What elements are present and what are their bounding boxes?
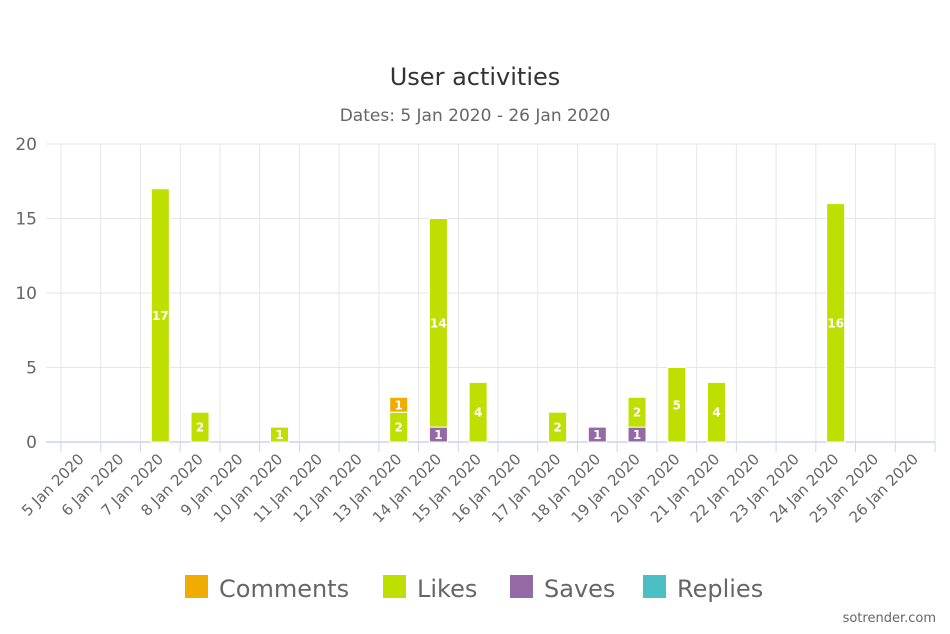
bar-comments (389, 396, 409, 413)
data-label: 1 (395, 398, 403, 412)
data-label: 1 (633, 428, 641, 442)
data-label: 16 (827, 316, 844, 330)
data-label: 4 (712, 406, 720, 420)
bar-saves (587, 426, 607, 443)
data-label: 1 (434, 428, 442, 442)
bar-likes (150, 188, 170, 443)
legend-item-replies[interactable]: Replies (643, 575, 763, 603)
legend-item-comments[interactable]: Comments (185, 575, 349, 603)
legend-label: Replies (677, 575, 763, 603)
bar-likes (548, 411, 568, 443)
legend-label: Saves (544, 575, 615, 603)
y-tick-label: 0 (26, 433, 37, 453)
y-tick-label: 5 (26, 359, 37, 379)
bar-likes (707, 381, 726, 443)
data-label: 1 (593, 428, 601, 442)
y-tick-label: 20 (15, 135, 37, 155)
bar-likes (468, 381, 488, 443)
legend-label: Likes (417, 575, 477, 603)
legend-swatch (510, 575, 533, 598)
legend-label: Comments (219, 575, 349, 603)
y-tick-label: 15 (15, 210, 37, 230)
data-label: 2 (633, 406, 641, 420)
data-label: 4 (474, 406, 482, 420)
legend-swatch (643, 575, 666, 598)
data-label: 2 (196, 421, 204, 435)
bar-likes (270, 426, 289, 443)
legend-swatch (185, 575, 208, 598)
bar-likes (826, 203, 846, 443)
chart-title: User activities (390, 63, 561, 91)
bar-likes (428, 218, 448, 428)
bar-likes (667, 367, 687, 443)
bar-likes (627, 396, 647, 428)
data-label: 1 (275, 428, 283, 442)
legend-item-saves[interactable]: Saves (510, 575, 615, 603)
legend-item-likes[interactable]: Likes (383, 575, 477, 603)
data-label: 17 (152, 309, 169, 323)
credit-link[interactable]: sotrender.com (842, 611, 936, 626)
data-label: 14 (430, 316, 447, 330)
y-tick-label: 10 (15, 284, 37, 304)
data-label: 2 (553, 421, 561, 435)
bar-likes (190, 411, 210, 443)
data-label: 5 (673, 398, 681, 412)
data-label: 2 (395, 421, 403, 435)
legend-swatch (383, 575, 406, 598)
chart-subtitle: Dates: 5 Jan 2020 - 26 Jan 2020 (340, 106, 611, 126)
